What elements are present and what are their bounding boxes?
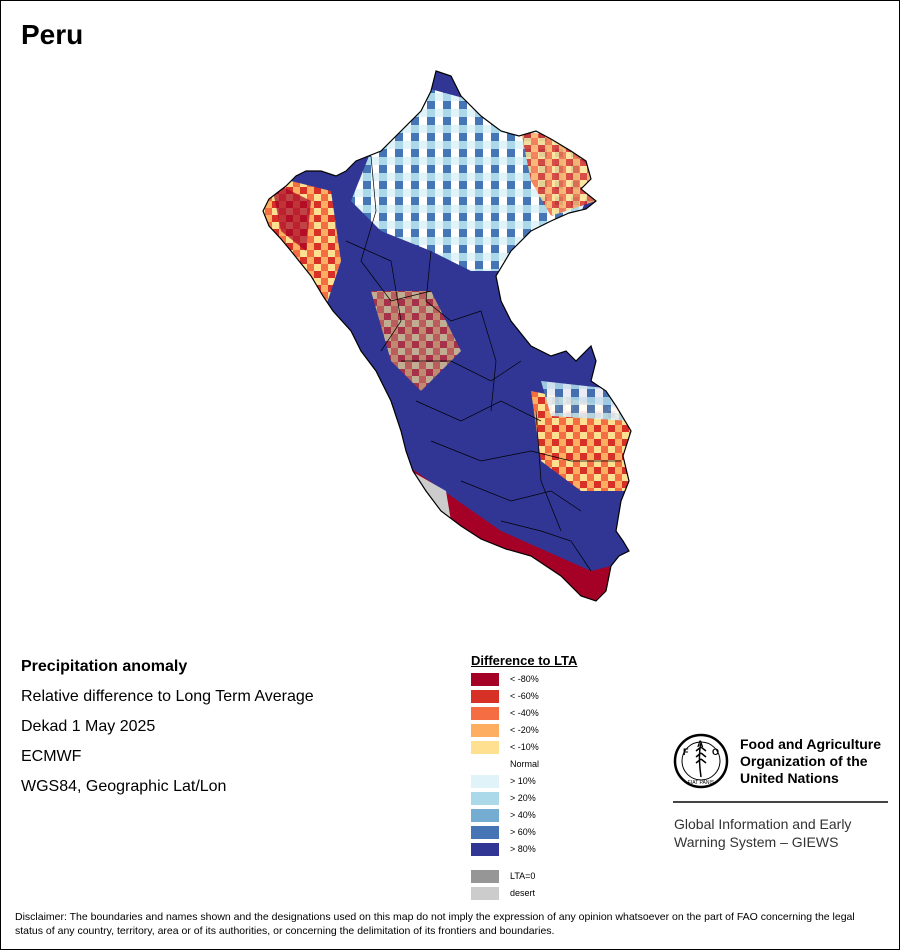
legend-swatch [471,724,499,737]
divider [673,801,888,803]
legend-label: < -40% [510,708,539,718]
map-title: Peru [21,19,84,50]
fao-name: Food and Agriculture Organization of the… [740,736,882,786]
giews-name: Global Information and Early Warning Sys… [674,816,852,850]
region-boundaries [345,155,621,572]
legend-swatch [471,758,499,771]
map-description: Relative difference to Long Term Average [21,688,314,705]
legend-swatch [471,809,499,822]
map-subject: Precipitation anomaly [21,658,188,675]
legend-swatch [471,843,499,856]
fao-logo-motto: FIAT PANIS [688,780,715,786]
country-boundary [262,70,632,602]
map-source: ECMWF [21,748,82,765]
legend-swatch [471,887,499,900]
fao-logo-letter-a: A [697,739,704,749]
fao-logo-letter-o: O [712,747,719,757]
legend-label: > 60% [510,827,536,837]
legend-swatch [471,690,499,703]
legend-swatch [471,826,499,839]
legend-swatch [471,741,499,754]
fao-logo-icon: F A O FIAT PANIS [673,733,729,789]
legend-swatch [471,707,499,720]
legend-label: desert [510,888,536,898]
map-projection: WGS84, Geographic Lat/Lon [21,778,227,795]
legend-swatch [471,870,499,883]
legend-label: < -80% [510,674,539,684]
legend-label: > 20% [510,793,536,803]
legend-label: < -20% [510,725,539,735]
legend-swatch [471,673,499,686]
legend-label: Normal [510,759,540,769]
legend-label: > 40% [510,810,536,820]
legend-label: < -10% [510,742,539,752]
disclaimer: Disclaimer: The boundaries and names sho… [15,911,855,937]
legend-label: > 80% [510,844,536,854]
legend-label: < -60% [510,691,539,701]
legend-label: > 10% [510,776,536,786]
legend-swatch [471,792,499,805]
anomaly-raster [263,71,631,601]
legend-title: Difference to LTA [471,653,578,668]
legend-swatch [471,775,499,788]
precipitation-anomaly-map [262,70,632,602]
fao-logo-letter-f: F [683,747,689,757]
map-period: Dekad 1 May 2025 [21,718,156,735]
legend-label: LTA=0 [510,871,536,881]
